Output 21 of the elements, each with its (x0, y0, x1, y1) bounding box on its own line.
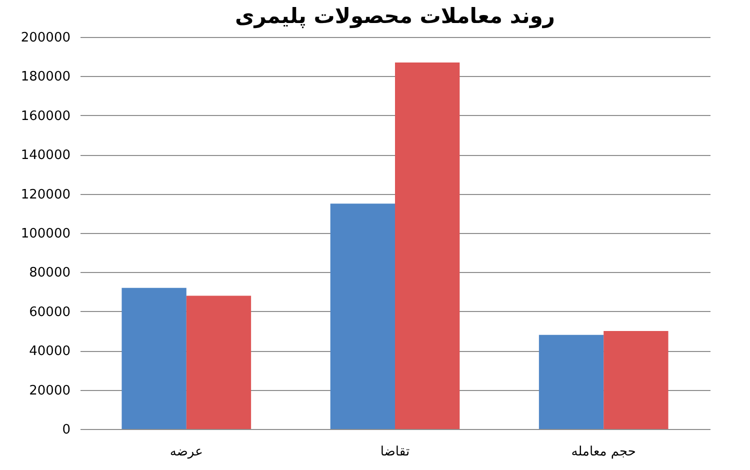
x-tick-label: تقاضا (380, 444, 410, 460)
y-tick-label: 60000 (29, 304, 70, 320)
y-tick-label: 140000 (20, 148, 70, 164)
bar (395, 62, 460, 429)
y-tick-label: 80000 (29, 266, 70, 281)
x-tick-label: حجم معامله (571, 444, 636, 460)
y-tick-label: 180000 (20, 70, 70, 85)
y-tick-label: 100000 (20, 226, 70, 242)
y-tick-label: 120000 (20, 187, 70, 202)
bar (122, 288, 186, 429)
y-tick-label: 40000 (29, 344, 70, 360)
y-tick-label: 200000 (20, 30, 70, 46)
y-tick-label: 160000 (20, 108, 70, 124)
y-tick-label: 0 (62, 422, 70, 438)
bar (538, 334, 604, 429)
bar (330, 204, 395, 429)
bar (604, 331, 668, 429)
bar (186, 296, 252, 429)
x-tick-label: عرضه (170, 444, 203, 460)
y-tick-label: 20000 (29, 383, 70, 398)
chart-title: روند معاملات محصولات پلیمری (234, 4, 556, 29)
